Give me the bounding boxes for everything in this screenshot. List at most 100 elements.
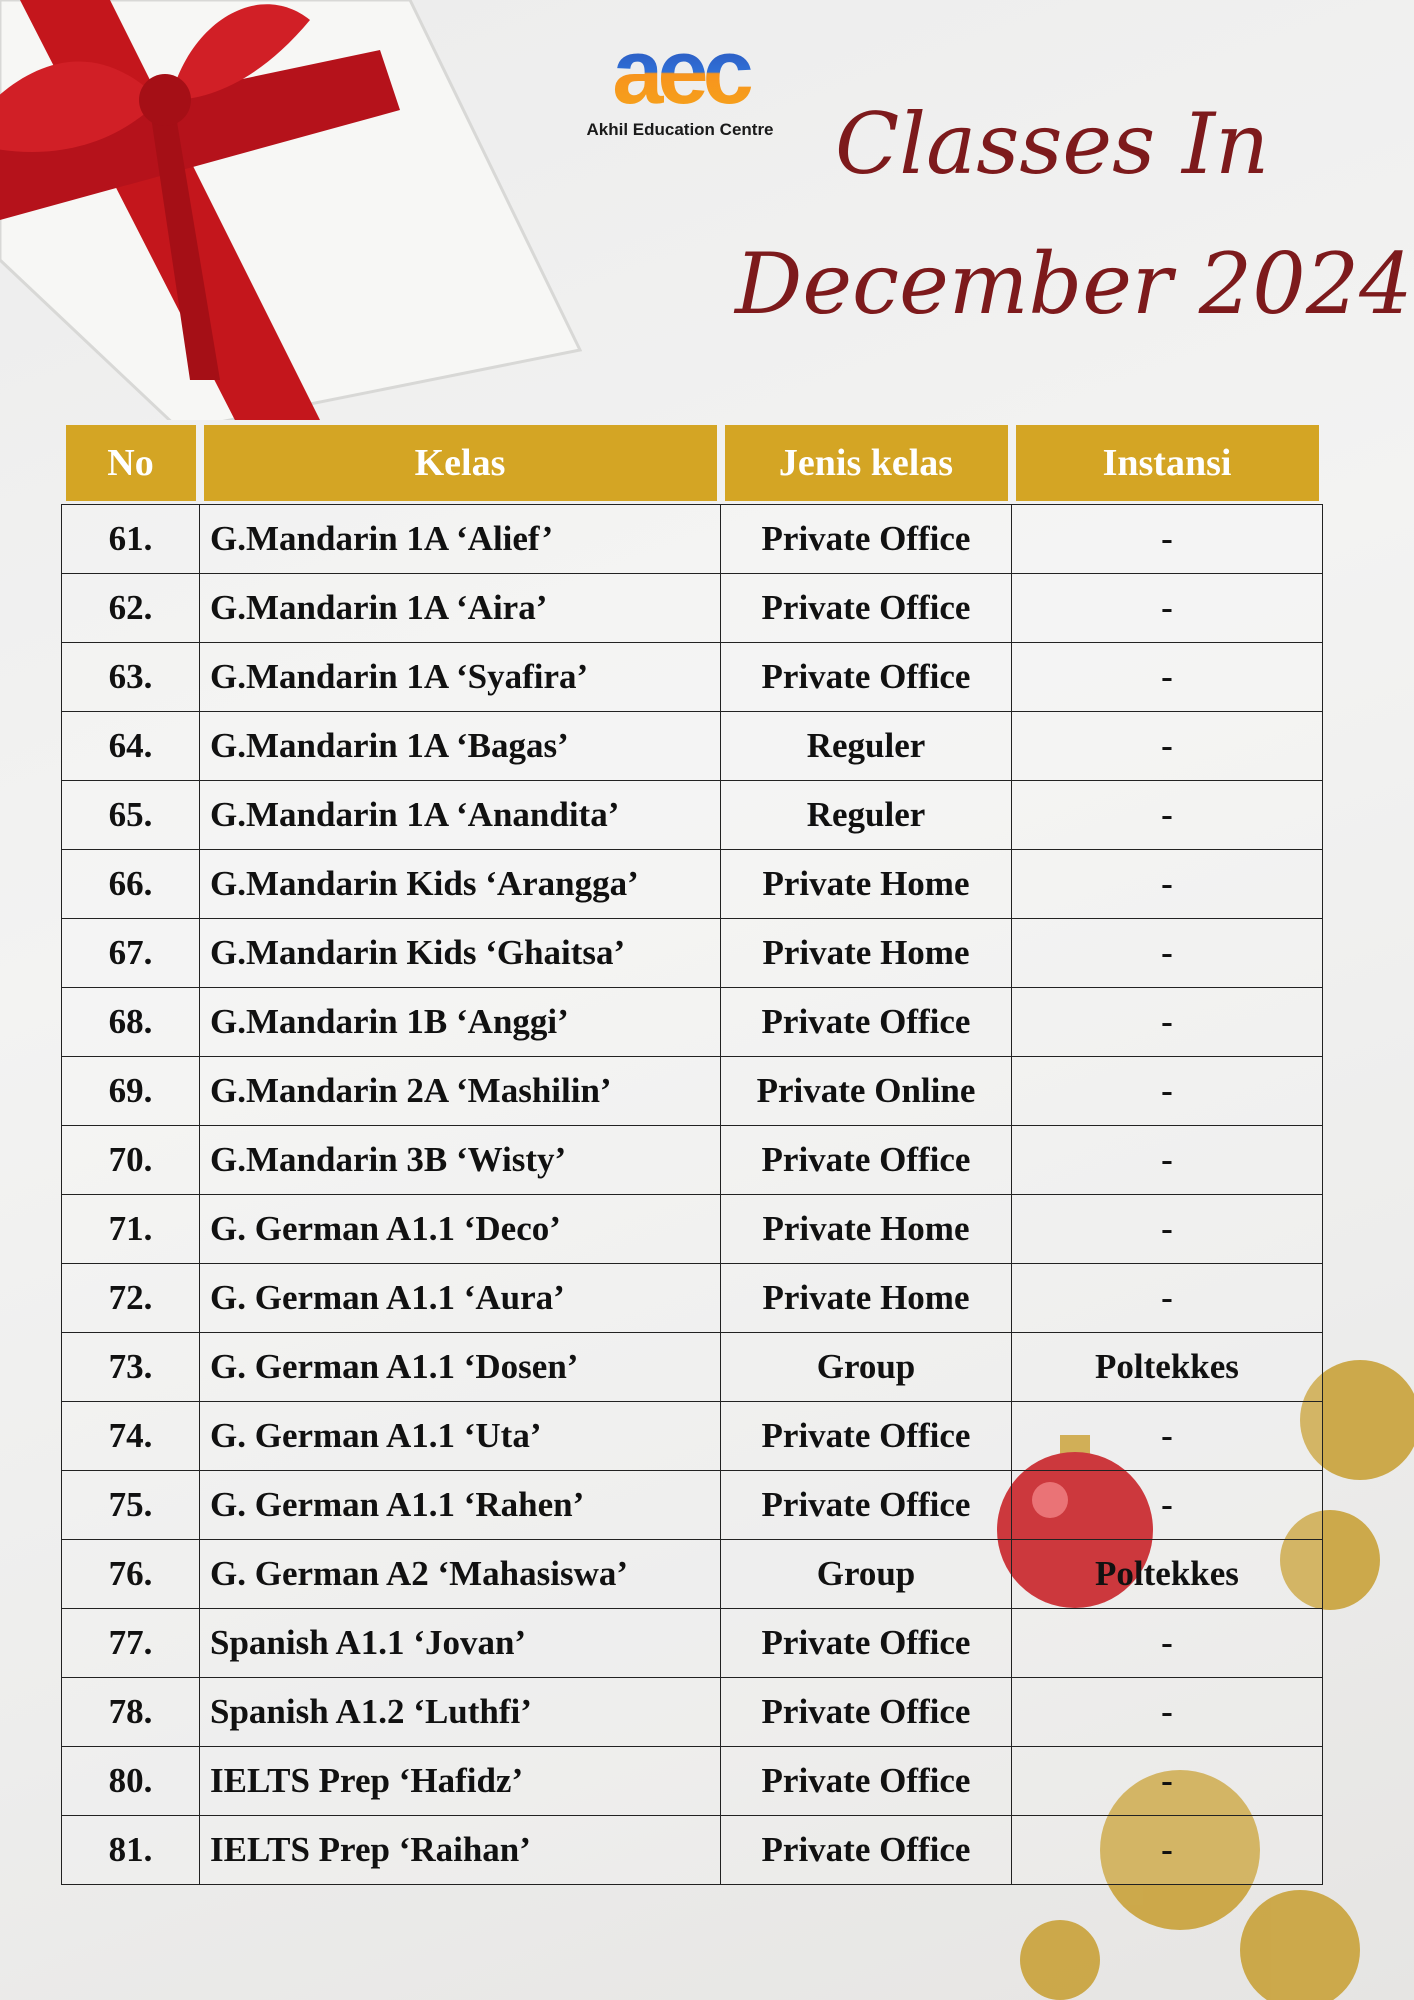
cell-no: 72. [61, 1263, 200, 1333]
cell-no: 74. [61, 1401, 200, 1471]
cell-no: 77. [61, 1608, 200, 1678]
header-instansi: Instansi [1012, 421, 1323, 505]
cell-instansi: - [1011, 504, 1323, 574]
cell-kelas: G. German A2 ‘Mahasiswa’ [199, 1539, 721, 1609]
cell-instansi: - [1011, 1470, 1323, 1540]
cell-no: 64. [61, 711, 200, 781]
cell-kelas: G. German A1.1 ‘Deco’ [199, 1194, 721, 1264]
cell-jenis: Private Home [720, 1263, 1012, 1333]
cell-instansi: - [1011, 573, 1323, 643]
table-header: No Kelas Jenis kelas Instansi [62, 421, 1323, 505]
table-row: 65. G.Mandarin 1A ‘Anandita’ Reguler - [61, 780, 1323, 850]
table-row: 73. G. German A1.1 ‘Dosen’ Group Poltekkes [61, 1332, 1323, 1402]
cell-instansi: - [1011, 849, 1323, 919]
cell-kelas: G.Mandarin Kids ‘Arangga’ [199, 849, 721, 919]
cell-kelas: G.Mandarin Kids ‘Ghaitsa’ [199, 918, 721, 988]
table-row: 62. G.Mandarin 1A ‘Aira’ Private Office - [61, 573, 1323, 643]
cell-instansi: Poltekkes [1011, 1539, 1323, 1609]
cell-no: 69. [61, 1056, 200, 1126]
cell-no: 62. [61, 573, 200, 643]
table-row: 63. G.Mandarin 1A ‘Syafira’ Private Office… [61, 642, 1323, 712]
cell-instansi: - [1011, 780, 1323, 850]
cell-no: 68. [61, 987, 200, 1057]
cell-no: 67. [61, 918, 200, 988]
cell-jenis: Private Office [720, 573, 1012, 643]
cell-jenis: Group [720, 1332, 1012, 1402]
page-title-line1: Classes In [835, 95, 1270, 193]
cell-no: 61. [61, 504, 200, 574]
cell-jenis: Private Home [720, 1194, 1012, 1264]
cell-jenis: Private Office [720, 1470, 1012, 1540]
table-row: 67. G.Mandarin Kids ‘Ghaitsa’ Private Home… [61, 918, 1323, 988]
table-row: 68. G.Mandarin 1B ‘Anggi’ Private Office - [61, 987, 1323, 1057]
cell-no: 76. [61, 1539, 200, 1609]
logo-mark: aec [565, 26, 795, 118]
table-row: 76. G. German A2 ‘Mahasiswa’ Group Poltekke… [61, 1539, 1323, 1609]
cell-kelas: G. German A1.1 ‘Rahen’ [199, 1470, 721, 1540]
cell-jenis: Reguler [720, 711, 1012, 781]
table-row: 64. G.Mandarin 1A ‘Bagas’ Reguler - [61, 711, 1323, 781]
cell-instansi: - [1011, 1746, 1323, 1816]
cell-kelas: G.Mandarin 1A ‘Aira’ [199, 573, 721, 643]
cell-instansi: - [1011, 918, 1323, 988]
cell-jenis: Private Office [720, 1815, 1012, 1885]
cell-kelas: IELTS Prep ‘Hafidz’ [199, 1746, 721, 1816]
cell-jenis: Group [720, 1539, 1012, 1609]
cell-kelas: G. German A1.1 ‘Uta’ [199, 1401, 721, 1471]
cell-jenis: Private Home [720, 918, 1012, 988]
table-row: 80. IELTS Prep ‘Hafidz’ Private Office - [61, 1746, 1323, 1816]
table-row: 74. G. German A1.1 ‘Uta’ Private Office - [61, 1401, 1323, 1471]
table-row: 69. G.Mandarin 2A ‘Mashilin’ Private Onlin… [61, 1056, 1323, 1126]
cell-no: 71. [61, 1194, 200, 1264]
cell-jenis: Private Office [720, 642, 1012, 712]
classes-table: No Kelas Jenis kelas Instansi 61. G.Manda… [61, 421, 1323, 1885]
cell-no: 63. [61, 642, 200, 712]
cell-instansi: - [1011, 1401, 1323, 1471]
cell-instansi: - [1011, 711, 1323, 781]
cell-kelas: Spanish A1.2 ‘Luthfi’ [199, 1677, 721, 1747]
cell-instansi: - [1011, 1125, 1323, 1195]
cell-no: 70. [61, 1125, 200, 1195]
cell-jenis: Private Office [720, 1746, 1012, 1816]
header-jenis: Jenis kelas [721, 421, 1012, 505]
cell-no: 81. [61, 1815, 200, 1885]
logo: aec Akhil Education Centre [565, 26, 795, 140]
table-row: 72. G. German A1.1 ‘Aura’ Private Home - [61, 1263, 1323, 1333]
cell-kelas: G. German A1.1 ‘Dosen’ [199, 1332, 721, 1402]
cell-no: 80. [61, 1746, 200, 1816]
cell-instansi: - [1011, 1608, 1323, 1678]
cell-jenis: Private Office [720, 987, 1012, 1057]
table-row: 81. IELTS Prep ‘Raihan’ Private Office - [61, 1815, 1323, 1885]
cell-jenis: Private Office [720, 1608, 1012, 1678]
cell-instansi: - [1011, 1263, 1323, 1333]
cell-no: 75. [61, 1470, 200, 1540]
table-row: 77. Spanish A1.1 ‘Jovan’ Private Office - [61, 1608, 1323, 1678]
cell-kelas: G.Mandarin 1B ‘Anggi’ [199, 987, 721, 1057]
table-row: 70. G.Mandarin 3B ‘Wisty’ Private Office - [61, 1125, 1323, 1195]
cell-jenis: Private Home [720, 849, 1012, 919]
cell-kelas: G. German A1.1 ‘Aura’ [199, 1263, 721, 1333]
table-row: 75. G. German A1.1 ‘Rahen’ Private Office - [61, 1470, 1323, 1540]
cell-no: 66. [61, 849, 200, 919]
logo-name: Akhil Education Centre [586, 120, 774, 139]
cell-instansi: - [1011, 1815, 1323, 1885]
cell-kelas: G.Mandarin 3B ‘Wisty’ [199, 1125, 721, 1195]
cell-instansi: - [1011, 1194, 1323, 1264]
cell-jenis: Private Office [720, 504, 1012, 574]
cell-instansi: - [1011, 987, 1323, 1057]
cell-jenis: Private Office [720, 1401, 1012, 1471]
cell-jenis: Reguler [720, 780, 1012, 850]
table-row: 71. G. German A1.1 ‘Deco’ Private Home - [61, 1194, 1323, 1264]
gift-box-decoration [0, 0, 583, 420]
cell-jenis: Private Online [720, 1056, 1012, 1126]
cell-instansi: - [1011, 1677, 1323, 1747]
cell-jenis: Private Office [720, 1125, 1012, 1195]
header-no: No [62, 421, 200, 505]
cell-no: 73. [61, 1332, 200, 1402]
cell-kelas: IELTS Prep ‘Raihan’ [199, 1815, 721, 1885]
cell-kelas: G.Mandarin 1A ‘Anandita’ [199, 780, 721, 850]
header-kelas: Kelas [200, 421, 721, 505]
cell-kelas: Spanish A1.1 ‘Jovan’ [199, 1608, 721, 1678]
page-title-line2: December 2024 [735, 235, 1413, 333]
cell-kelas: G.Mandarin 1A ‘Alief’ [199, 504, 721, 574]
